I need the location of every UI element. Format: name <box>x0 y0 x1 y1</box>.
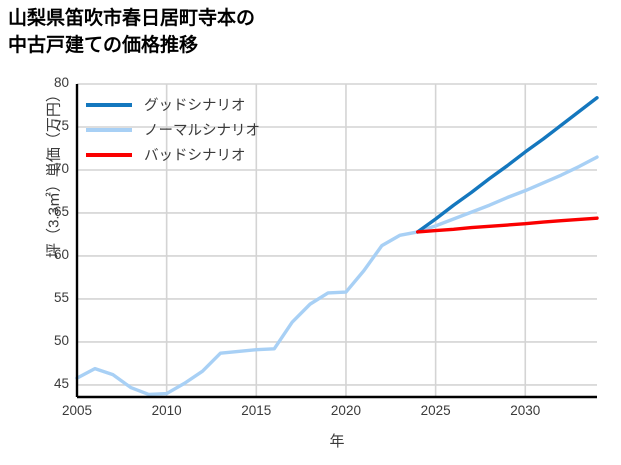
x-axis-tick-label: 2005 <box>61 403 93 418</box>
legend-color-swatch <box>86 127 132 132</box>
page-title-line-2: 中古戸建ての価格推移 <box>8 34 199 56</box>
gridlines <box>76 83 597 397</box>
series-line <box>415 96 599 234</box>
x-axis-title: 年 <box>329 433 345 450</box>
series-line <box>415 216 599 234</box>
series-line <box>75 155 599 397</box>
legend-item-label: グッドシナリオ <box>144 98 246 114</box>
y-axis-tick-label: 45 <box>53 375 69 391</box>
legend-item[interactable]: グッドシナリオ <box>86 92 260 117</box>
y-axis-tick-label: 55 <box>53 289 69 305</box>
legend-item-label: バッドシナリオ <box>144 148 246 164</box>
page-title: 山梨県笛吹市春日居町寺本の 中古戸建ての価格推移 <box>8 6 428 60</box>
legend-item[interactable]: バッドシナリオ <box>86 142 260 167</box>
x-axis-tick-label: 2010 <box>151 403 182 418</box>
x-axis-tick-label: 2020 <box>330 403 361 418</box>
y-axis-tick-label: 65 <box>53 203 69 219</box>
legend-item-label: ノーマルシナリオ <box>144 123 260 139</box>
x-axis-tick-label: 2015 <box>241 403 272 418</box>
y-axis-tick-label: 60 <box>53 246 69 262</box>
y-axis-tick-label: 80 <box>53 75 69 90</box>
axis-lines <box>75 84 597 399</box>
legend-color-swatch <box>86 102 132 107</box>
series-layer <box>75 96 599 397</box>
y-axis-tick-label: 70 <box>53 160 69 176</box>
legend-item[interactable]: ノーマルシナリオ <box>86 117 260 142</box>
x-axis-tick-label: 2030 <box>510 403 541 418</box>
chart-legend: グッドシナリオ ノーマルシナリオ バッドシナリオ <box>86 92 260 167</box>
legend-color-swatch <box>86 152 132 157</box>
y-axis-title: 坪（3.3㎡）単価（万円） <box>45 87 63 258</box>
y-axis-tick-label: 75 <box>53 117 69 133</box>
x-axis-tick-label: 2025 <box>420 403 451 418</box>
page-title-line-1: 山梨県笛吹市春日居町寺本の <box>8 8 256 29</box>
y-axis-tick-label: 50 <box>53 332 69 348</box>
